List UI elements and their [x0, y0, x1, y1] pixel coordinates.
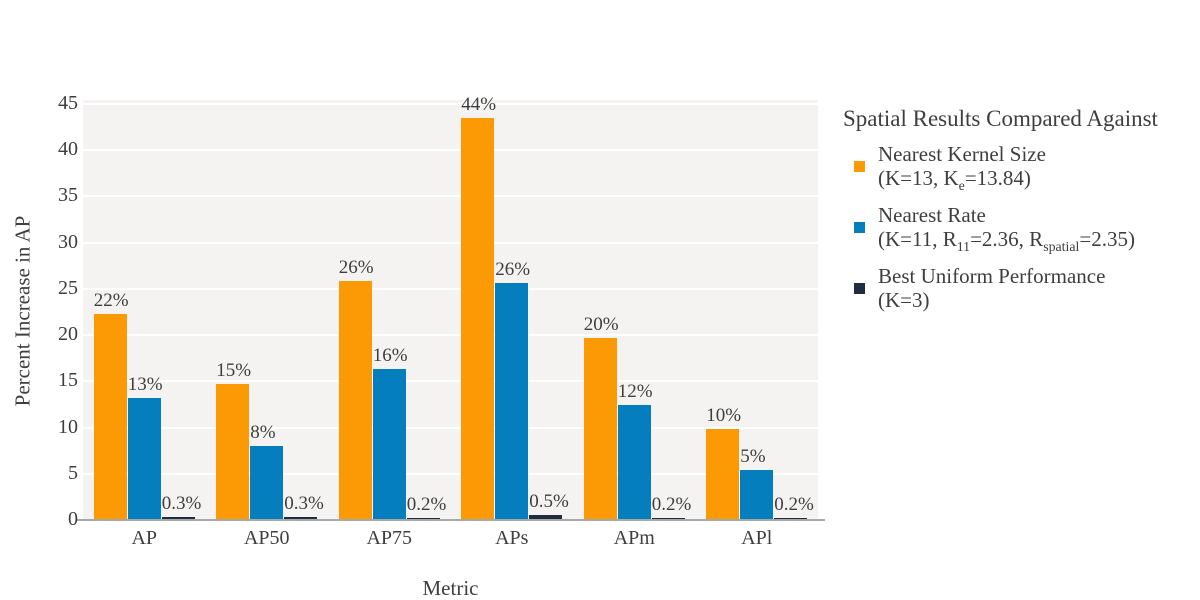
bar-value-label: 26% — [495, 259, 531, 281]
legend-title: Spatial Results Compared Against — [843, 106, 1158, 131]
legend-swatch-icon — [854, 221, 865, 233]
y-tick-label: 0 — [68, 508, 78, 530]
bar-AP50-series2 — [250, 446, 284, 520]
legend-item-1: Nearest Kernel Size (K=13, Ke=13.84) — [843, 142, 1199, 194]
bar-value-label: 5% — [740, 446, 766, 468]
gridline-20 — [83, 334, 818, 337]
legend-item-2: Nearest Rate (K=11, R11=2.36, Rspatial=2.… — [843, 203, 1199, 255]
bar-value-label: 0.2% — [774, 494, 814, 516]
bar-AP50-series1 — [216, 384, 250, 520]
y-tick-label: 40 — [58, 138, 78, 161]
gridline-30 — [83, 241, 818, 244]
bar-value-label: 15% — [216, 360, 252, 382]
y-tick-label: 20 — [58, 323, 78, 346]
legend-item-label: Nearest Kernel Size (K=13, Ke=13.84) — [878, 142, 1046, 194]
bar-value-label: 16% — [372, 345, 408, 367]
x-tick-label-AP75: AP75 — [366, 527, 413, 549]
y-tick-label: 5 — [68, 461, 78, 484]
gridline-25 — [83, 287, 818, 290]
x-tick-label-APl: APl — [741, 527, 773, 549]
bar-AP-series2 — [127, 397, 161, 520]
y-axis-title: Percent Increase in AP — [10, 215, 35, 407]
bar-AP50-series3 — [284, 517, 318, 520]
x-tick-label-AP: AP — [131, 527, 158, 549]
y-tick-label: 45 — [58, 92, 78, 114]
y-tick-label: 25 — [58, 276, 78, 299]
bar-value-label: 0.2% — [406, 494, 447, 516]
bar-value-label: 26% — [338, 256, 374, 278]
plot-area: 22% 13% 0.3% 15% 8% 0.3% 26% 16% 0.2% 44% 26% 0.5% 2… — [83, 95, 818, 520]
bar-AP-series1 — [93, 313, 127, 520]
bar-APs-series3 — [529, 515, 563, 520]
bar-value-label: 12% — [617, 381, 653, 403]
bar-value-label: 0.3% — [161, 493, 202, 515]
bar-APs-series1 — [461, 117, 495, 520]
gridline-35 — [83, 195, 818, 198]
bar-value-label: 44% — [461, 93, 497, 115]
x-axis-line — [77, 519, 825, 521]
x-tick-label-APs: APs — [495, 527, 529, 549]
legend-item-label: Nearest Rate (K=11, R11=2.36, Rspatial=2.… — [878, 203, 1135, 255]
y-tick-label: 15 — [58, 369, 78, 392]
bar-AP75-series2 — [372, 369, 406, 520]
x-axis-title: Metric — [422, 576, 479, 600]
bar-APm-series2 — [617, 405, 651, 520]
bar-value-label: 20% — [583, 313, 619, 335]
x-tick-label-AP50: AP50 — [243, 527, 290, 549]
bar-APm-series1 — [583, 337, 617, 520]
legend-item-3: Best Uniform Performance (K=3) — [843, 264, 1199, 312]
gridline-5 — [83, 472, 818, 475]
legend-swatch-icon — [854, 160, 865, 172]
bar-value-label: 13% — [127, 373, 163, 395]
legend-swatch-icon — [854, 282, 865, 294]
bar-APs-series2 — [495, 283, 529, 520]
x-tick-label-APm: APm — [613, 527, 655, 549]
legend-item-label: Best Uniform Performance (K=3) — [878, 264, 1106, 312]
gridline-40 — [83, 149, 818, 152]
bar-AP-series3 — [161, 517, 195, 520]
y-tick-label: 10 — [58, 415, 78, 438]
bar-value-label: 22% — [93, 289, 129, 311]
bar-value-label: 10% — [706, 405, 742, 427]
bar-APl-series1 — [706, 429, 740, 520]
bar-APl-series2 — [740, 470, 774, 520]
bar-AP75-series1 — [338, 280, 372, 520]
gridline-15 — [83, 380, 818, 383]
gridline-10 — [83, 426, 818, 429]
gridline-45 — [83, 103, 818, 105]
y-tick-label: 35 — [58, 184, 78, 207]
legend: Spatial Results Compared Against Nearest… — [843, 106, 1199, 325]
bar-value-label: 8% — [250, 422, 276, 444]
legend-items: Nearest Kernel Size (K=13, Ke=13.84) Neare… — [843, 142, 1199, 312]
bar-value-label: 0.3% — [284, 493, 324, 515]
y-tick-label: 30 — [58, 230, 78, 253]
bar-value-label: 0.5% — [529, 491, 569, 513]
bar-value-label: 0.2% — [651, 494, 692, 516]
